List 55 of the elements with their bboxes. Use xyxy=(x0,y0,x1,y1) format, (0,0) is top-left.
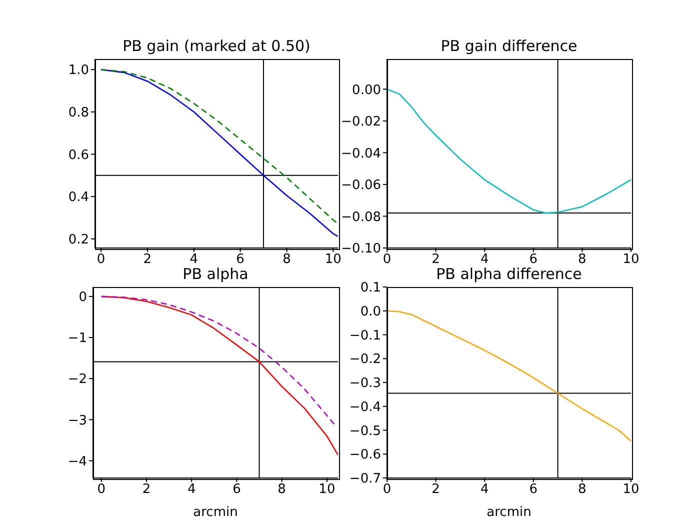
chart-title: PB gain (marked at 0.50) xyxy=(122,37,312,55)
y-tick-label: −4 xyxy=(68,454,87,470)
x-tick-label: 10 xyxy=(622,482,640,498)
x-tick-label: 6 xyxy=(232,482,241,498)
y-tick-label: 0.1 xyxy=(360,280,381,296)
chart-title: PB alpha difference xyxy=(436,265,582,283)
y-tick-label: 0.0 xyxy=(360,304,381,320)
y-tick-label: 0.2 xyxy=(68,232,89,248)
x-tick-label: 0 xyxy=(382,252,392,268)
y-tick-label: −2 xyxy=(68,372,87,388)
y-tick-label: −0.6 xyxy=(349,448,381,463)
x-tick-label: 8 xyxy=(278,482,286,498)
x-tick-label: 4 xyxy=(480,252,489,268)
x-tick-label: 4 xyxy=(190,252,198,268)
y-tick-label: −0.08 xyxy=(341,210,381,225)
y-tick-label: −0.3 xyxy=(349,376,381,392)
y-tick-label: 0 xyxy=(78,290,87,306)
y-tick-label: −0.5 xyxy=(349,424,381,439)
y-tick-label: −1 xyxy=(68,331,87,346)
y-tick-label: −0.1 xyxy=(349,328,381,344)
x-tick-label: 10 xyxy=(622,252,640,268)
x-tick-label: 10 xyxy=(324,252,342,268)
y-tick-label: −0.04 xyxy=(341,146,381,162)
y-tick-label: 0.6 xyxy=(68,148,89,163)
x-tick-label: 2 xyxy=(143,252,152,268)
y-tick-label: −0.2 xyxy=(349,352,381,368)
y-tick-label: 0.4 xyxy=(68,190,89,206)
x-tick-label: 2 xyxy=(432,482,440,498)
x-axis-title: arcmin xyxy=(486,505,532,520)
y-tick-label: 0.8 xyxy=(68,106,89,121)
chart-title: PB alpha xyxy=(182,265,248,283)
x-tick-label: 4 xyxy=(187,482,196,498)
x-axis-title: arcmin xyxy=(193,505,238,520)
x-tick-label: 8 xyxy=(578,482,586,498)
x-tick-label: 2 xyxy=(142,482,151,498)
y-tick-label: −0.10 xyxy=(341,242,381,257)
chart-title: PB gain difference xyxy=(440,37,578,55)
y-tick-label: 0.00 xyxy=(352,82,381,98)
y-tick-label: 1.0 xyxy=(68,63,89,78)
x-tick-label: 8 xyxy=(578,252,586,268)
x-tick-label: 6 xyxy=(236,252,244,268)
y-tick-label: −0.7 xyxy=(349,472,381,487)
x-tick-label: 6 xyxy=(529,252,538,268)
x-tick-label: 10 xyxy=(318,482,336,498)
x-tick-label: 2 xyxy=(432,252,440,268)
x-tick-label: 0 xyxy=(96,252,106,268)
x-tick-label: 8 xyxy=(282,252,291,268)
x-tick-label: 0 xyxy=(97,482,106,498)
y-tick-label: −3 xyxy=(68,413,87,428)
y-tick-label: −0.02 xyxy=(341,114,381,130)
x-tick-label: 0 xyxy=(382,482,392,498)
x-tick-label: 6 xyxy=(529,482,538,498)
x-tick-label: 4 xyxy=(480,482,489,498)
y-tick-label: −0.06 xyxy=(341,178,381,194)
y-tick-label: −0.4 xyxy=(349,400,381,415)
